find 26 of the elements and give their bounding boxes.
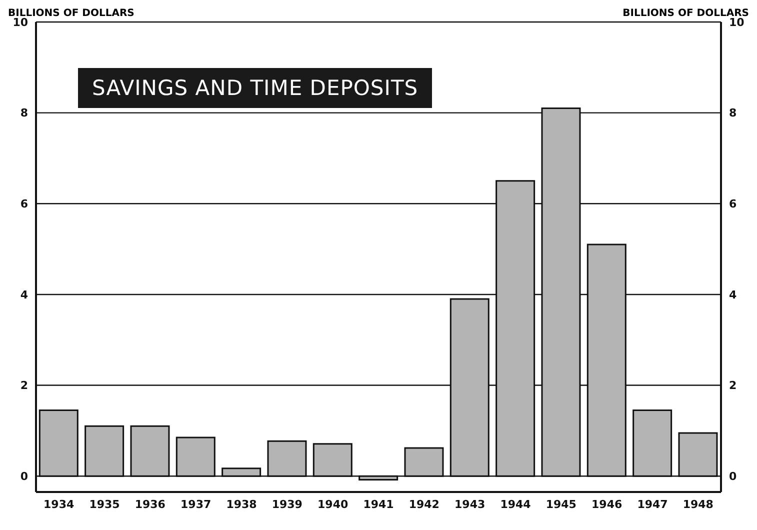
x-tick-label: 1948 <box>682 498 714 511</box>
x-tick-label: 1941 <box>363 498 394 511</box>
x-tick-label: 1934 <box>44 498 74 511</box>
x-tick-label: 1947 <box>637 498 668 511</box>
x-tick-label: 1936 <box>134 498 166 511</box>
x-tick-label: 1943 <box>454 498 486 511</box>
y-tick-label: 2 <box>20 379 28 392</box>
x-tick-label: 1938 <box>226 498 257 511</box>
x-tick-label: 1942 <box>408 498 440 511</box>
y2-tick-label: 2 <box>729 379 737 392</box>
y-tick-label: 6 <box>20 198 28 211</box>
y-tick-label: 8 <box>20 106 28 120</box>
y-tick-label: 0 <box>20 470 28 484</box>
text: SAVINGS AND TIME DEPOSITS <box>78 68 432 108</box>
x-tick-label: 1946 <box>592 498 622 511</box>
y2-tick-label: 8 <box>729 106 737 120</box>
y-tick-label: 4 <box>20 288 28 302</box>
y2-tick-label: 0 <box>729 470 737 484</box>
x-tick-label: 1945 <box>546 498 576 511</box>
x-tick-label: 1937 <box>180 498 212 511</box>
x-tick-label: 1944 <box>500 498 532 511</box>
x-tick-label: 1939 <box>272 498 302 511</box>
y2-tick-label: 4 <box>729 288 737 302</box>
x-tick-label: 1935 <box>89 498 120 511</box>
x-tick-label: 1940 <box>318 498 348 511</box>
y2-tick-label: 6 <box>729 198 737 211</box>
